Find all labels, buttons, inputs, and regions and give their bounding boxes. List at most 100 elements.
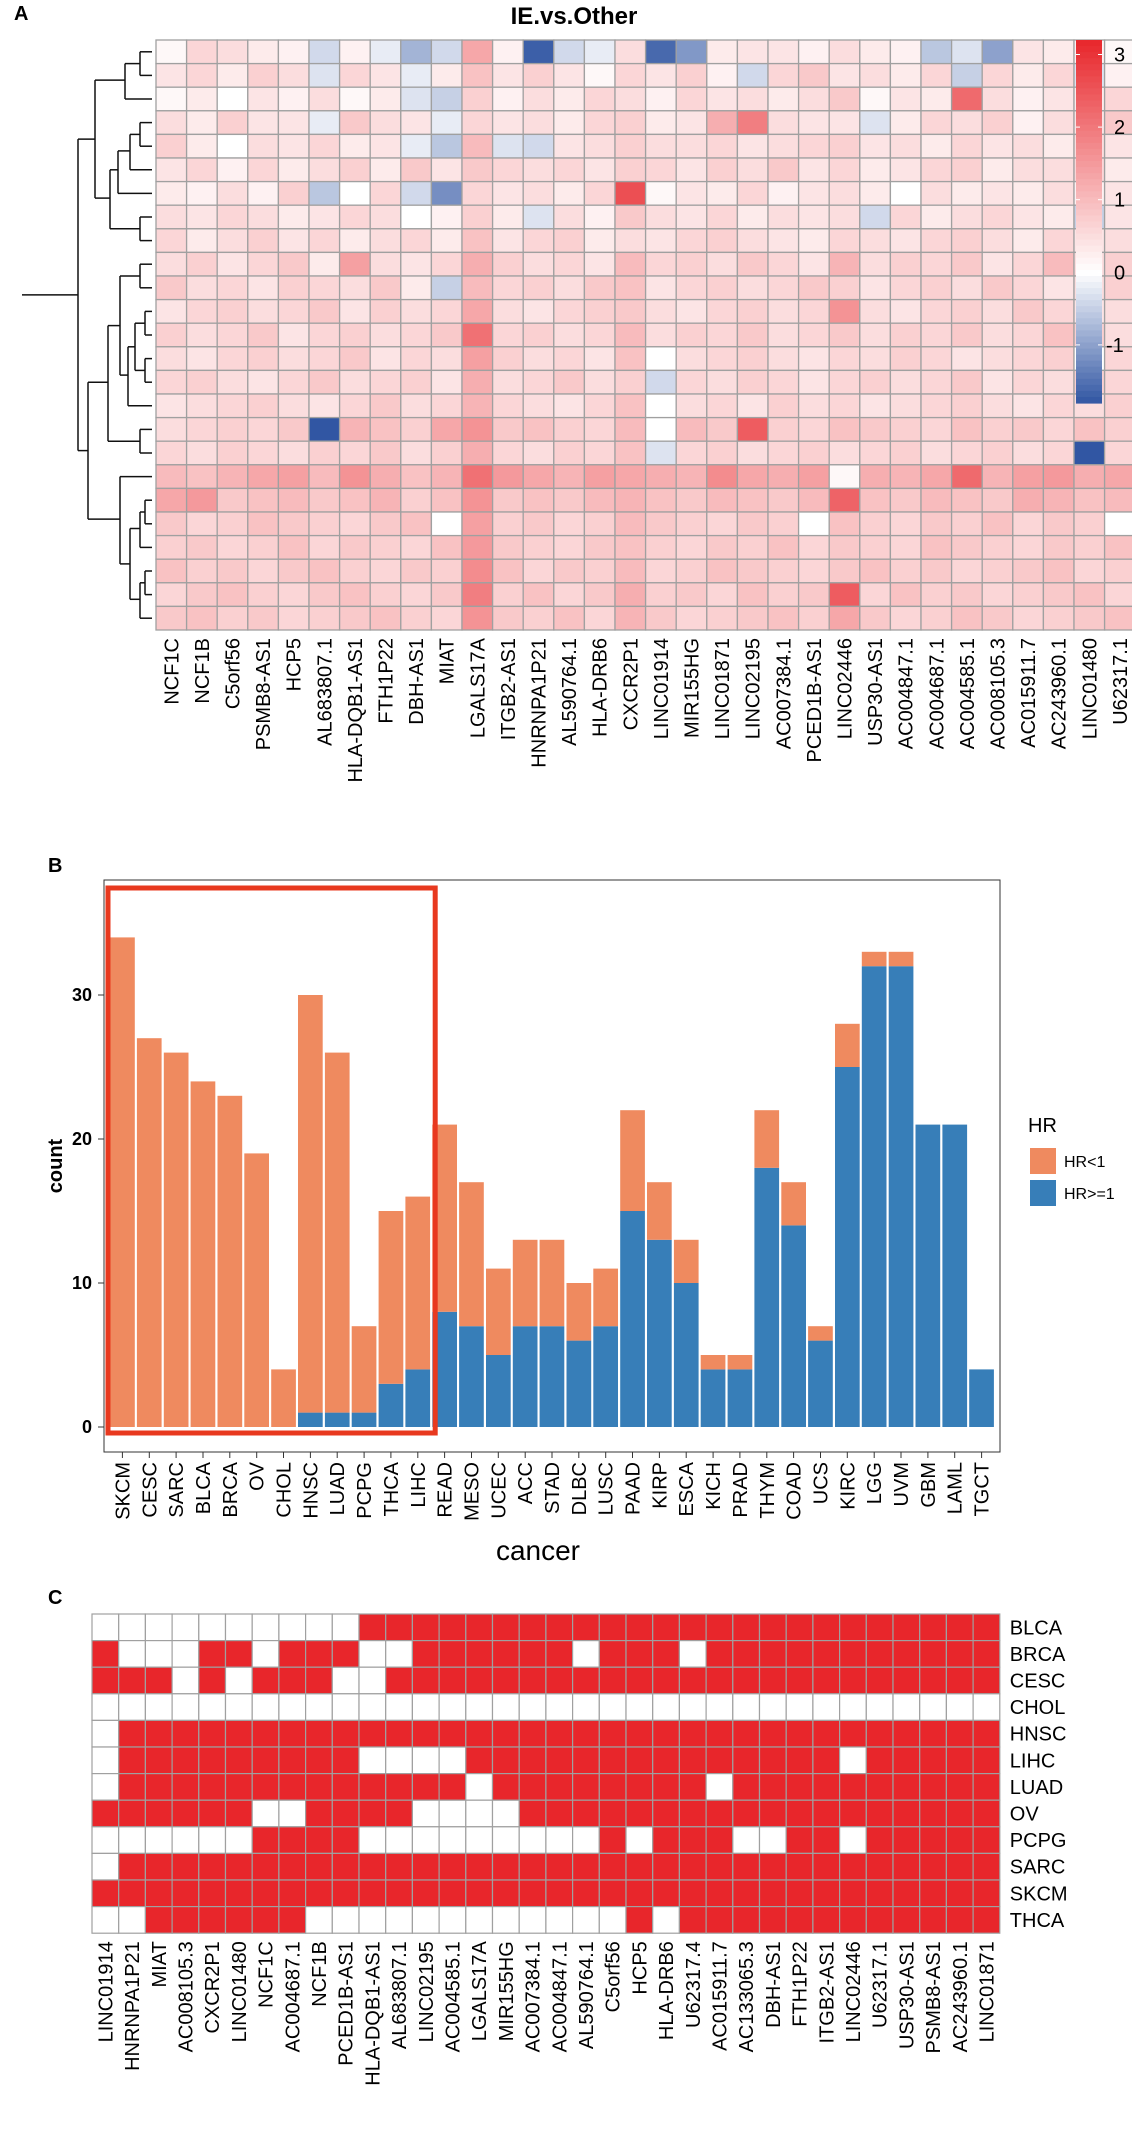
matrix-cell-on [652,1772,681,1801]
heatmap-cell [185,558,218,584]
heatmap-cell [553,251,586,277]
heatmap-cell [889,275,922,301]
heatmap-cell [369,440,402,466]
heatmap-cell [950,487,983,513]
matrix-cell-off [305,1613,333,1642]
matrix-cell-off [518,1905,547,1934]
heatmap-cell [247,110,280,136]
matrix-cell-on [491,1719,520,1748]
heatmap-cell [491,298,524,324]
bar-hr-high [754,1167,780,1427]
matrix-cell-off [118,1693,146,1722]
heatmap-cell [583,605,616,631]
matrix-cell-on [385,1852,414,1881]
heatmap-cell [430,322,463,348]
matrix-cell-on [491,1852,520,1881]
heatmap-cell [706,62,739,88]
y-tick-label: 20 [72,1129,92,1149]
heatmap-cell [430,275,463,301]
matrix-cell-on [224,1799,253,1828]
heatmap-cell [797,110,830,136]
heatmap-cell [216,204,249,230]
heatmap-cell [614,62,647,88]
matrix-cell-on [465,1613,494,1642]
heatmap-cell [247,558,280,584]
matrix-cell-on [571,1746,600,1775]
heatmap-cell [400,369,433,395]
column-label: CXCR2P1 [620,638,642,730]
matrix-cell-on [678,1746,707,1775]
x-tick-label: CHOL [274,1462,296,1518]
heatmap-cell [155,369,188,395]
heatmap-cell [706,180,739,206]
heatmap-cell [216,534,249,560]
heatmap-cell [277,110,310,136]
heatmap-cell [369,487,402,513]
scale-segment [1076,191,1102,198]
x-axis-title: cancer [496,1535,580,1566]
matrix-cell-on [171,1905,200,1934]
heatmap-cell [338,86,371,112]
matrix-cell-on [892,1905,921,1934]
color-scale-legend: 3 2 1 0 -1 [1076,40,1125,404]
heatmap-cell [706,605,739,631]
matrix-cell-on [865,1905,894,1934]
heatmap-cell [797,582,830,608]
column-label: PSMB8-AS1 [253,638,275,750]
matrix-cell-on [652,1746,681,1775]
heatmap-cell [981,487,1014,513]
heatmap-cell [859,511,892,537]
heatmap-cell [920,440,953,466]
heatmap-cell [491,511,524,537]
heatmap-cell [185,416,218,442]
matrix-cell-on [305,1852,333,1881]
heatmap-cell [1012,558,1045,584]
heatmap-cell [920,511,953,537]
x-tick-label: UVM [891,1462,913,1506]
matrix-cell-on [411,1613,440,1642]
heatmap-cell [277,275,310,301]
heatmap-cell [400,582,433,608]
bar-hr-high [593,1326,618,1427]
heatmap-cell [522,133,555,159]
column-label: HLA-DQB1-AS1 [345,638,367,783]
heatmap-cell [553,110,586,136]
column-label: ITGB2-AS1 [816,1941,838,2043]
heatmap-cell [583,511,616,537]
bar-hr-low [190,1081,216,1427]
heatmap-cell [583,157,616,183]
matrix-cell-on [945,1613,974,1642]
heatmap-cell [675,180,708,206]
matrix-cell-on [758,1719,787,1748]
matrix-cell-off [919,1693,948,1722]
heatmap-cell [1012,534,1045,560]
matrix-cell-on [732,1772,761,1801]
matrix-cell-on [705,1826,734,1855]
matrix-cell-on [144,1852,173,1881]
heatmap-cell [859,440,892,466]
x-tick-label: COAD [784,1462,806,1520]
bar-hr-low [271,1369,296,1427]
heatmap-cell [644,369,677,395]
heatmap-cell [583,322,616,348]
heatmap-cell [644,416,677,442]
column-label: AC004687.1 [926,638,948,749]
heatmap-cell [338,251,371,277]
heatmap-cell [522,251,555,277]
matrix-cell-off [385,1693,414,1722]
heatmap-cell [155,228,188,254]
matrix-cell-on [705,1613,734,1642]
matrix-cell-on [571,1772,600,1801]
heatmap-cell [1042,558,1075,584]
heatmap-cell [338,393,371,419]
matrix-cell-on [812,1719,841,1748]
bar-hr-high [861,966,887,1427]
heatmap-cell [614,369,647,395]
bar-hr-high [620,1211,645,1427]
heatmap-cell [277,86,310,112]
heatmap-cell [430,393,463,419]
scale-segment [1076,70,1102,77]
matrix-cell-on [251,1879,280,1908]
matrix-cell-on [278,1905,307,1934]
column-label: AC007384.1 [523,1941,545,2052]
